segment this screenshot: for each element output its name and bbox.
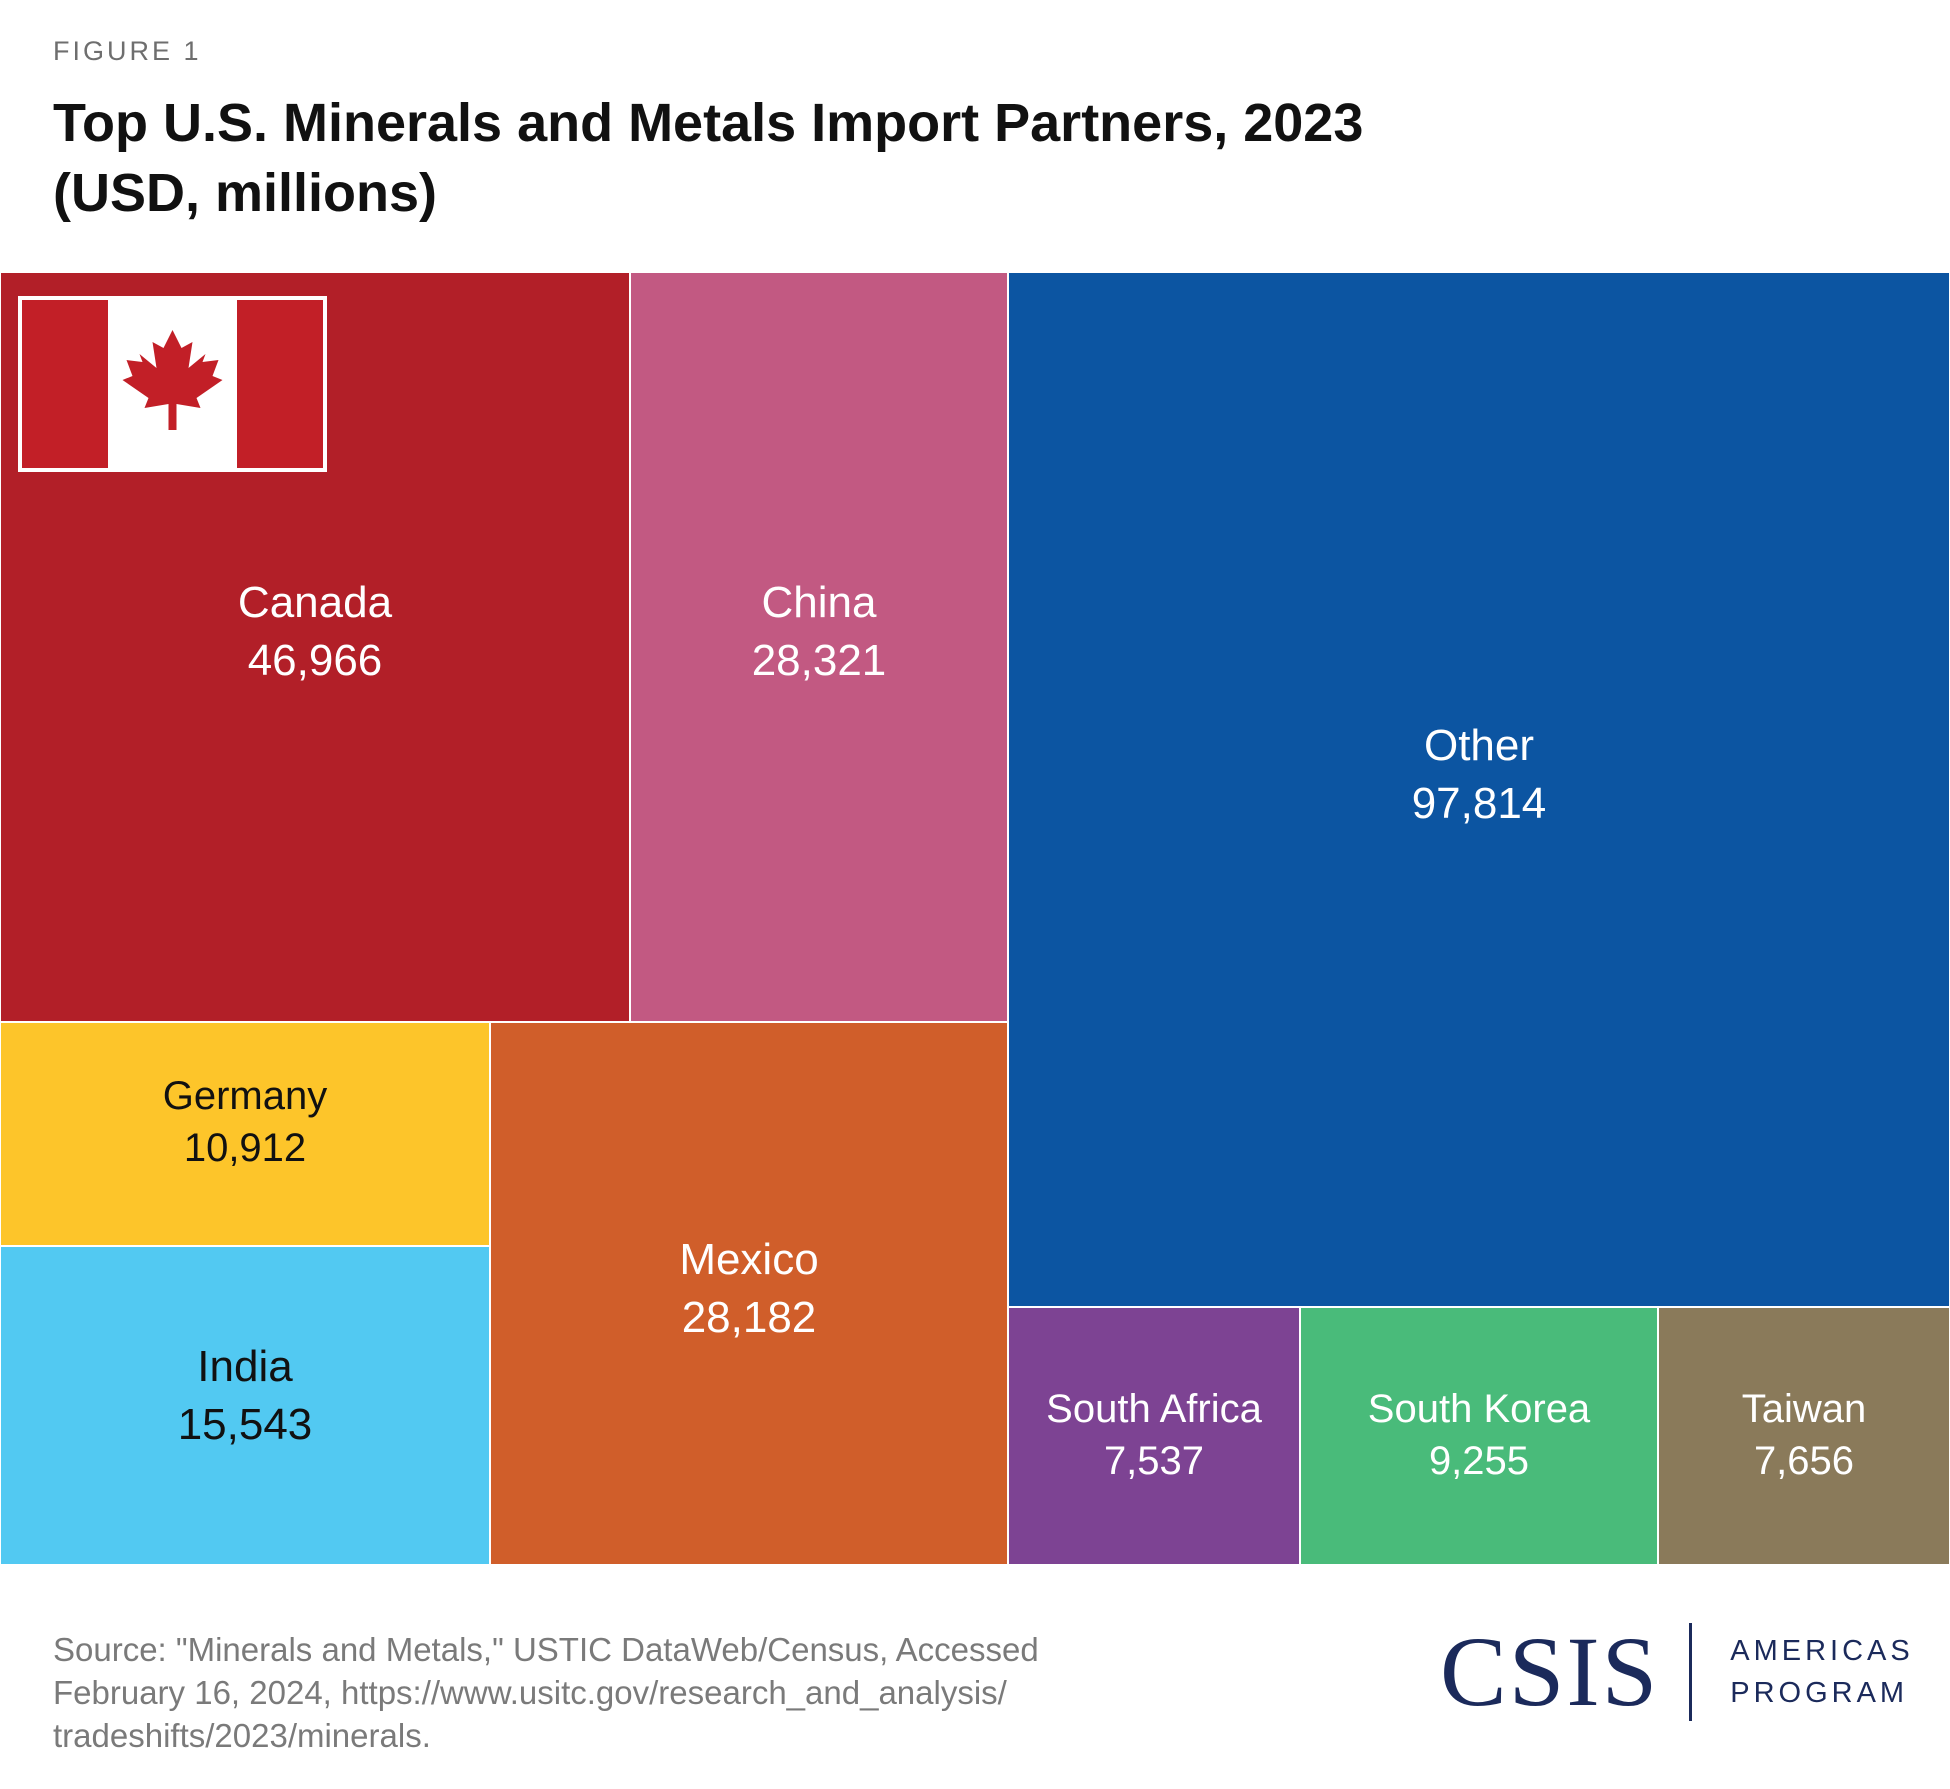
tile-name-other: Other xyxy=(1424,721,1534,770)
tile-value-germany: 10,912 xyxy=(184,1126,306,1170)
tile-rect-other xyxy=(1007,272,1950,1308)
tile-rect-china xyxy=(629,272,1009,1023)
tile-value-south-africa: 7,537 xyxy=(1104,1439,1204,1483)
tile-name-china: China xyxy=(762,578,877,627)
tile-value-india: 15,543 xyxy=(178,1400,313,1449)
logo-program-name: AMERICAS PROGRAM xyxy=(1730,1630,1913,1714)
tile-name-taiwan: Taiwan xyxy=(1742,1387,1867,1431)
tile-germany: Germany 10,912 xyxy=(0,1021,491,1247)
chart-title: Top U.S. Minerals and Metals Import Part… xyxy=(53,88,1363,228)
tile-name-south-africa: South Africa xyxy=(1046,1387,1262,1431)
tile-rect-taiwan xyxy=(1657,1306,1950,1565)
source-line-1: Source: "Minerals and Metals," USTIC Dat… xyxy=(53,1631,1039,1668)
tile-name-canada: Canada xyxy=(238,578,393,627)
tile-taiwan: Taiwan 7,656 xyxy=(1657,1306,1950,1565)
tile-mexico: Mexico 28,182 xyxy=(489,1021,1009,1565)
logo-program-line-1: AMERICAS xyxy=(1730,1635,1914,1667)
tile-name-germany: Germany xyxy=(163,1074,328,1118)
tile-south-africa: South Africa 7,537 xyxy=(1007,1306,1301,1565)
logo-program-line-2: PROGRAM xyxy=(1730,1677,1909,1709)
tile-name-india: India xyxy=(197,1342,293,1391)
tile-india: India 15,543 xyxy=(0,1245,491,1565)
tile-china: China 28,321 xyxy=(629,272,1009,1023)
csis-logo: CSIS AMERICAS PROGRAM xyxy=(1440,1620,1914,1724)
source-line-2: February 16, 2024, https://www.usitc.gov… xyxy=(53,1674,1007,1711)
tile-value-china: 28,321 xyxy=(752,636,887,685)
figure-label: FIGURE 1 xyxy=(53,36,202,66)
tile-value-south-korea: 9,255 xyxy=(1429,1439,1529,1483)
tile-rect-south-korea xyxy=(1299,1306,1659,1565)
logo-mark: CSIS xyxy=(1440,1616,1660,1727)
tile-value-other: 97,814 xyxy=(1412,779,1547,828)
tile-rect-germany xyxy=(0,1021,491,1247)
tile-value-mexico: 28,182 xyxy=(682,1293,817,1342)
title-line-1: Top U.S. Minerals and Metals Import Part… xyxy=(53,93,1364,153)
treemap-chart: Canada 46,966 China 28,321 Other 97,814 German… xyxy=(0,272,1950,1565)
tile-name-south-korea: South Korea xyxy=(1368,1387,1591,1431)
logo-divider xyxy=(1689,1623,1693,1721)
tile-south-korea: South Korea 9,255 xyxy=(1299,1306,1659,1565)
title-line-2: (USD, millions) xyxy=(53,163,438,223)
tile-name-mexico: Mexico xyxy=(679,1235,818,1284)
tile-rect-mexico xyxy=(489,1021,1009,1565)
source-note: Source: "Minerals and Metals," USTIC Dat… xyxy=(53,1628,1173,1757)
canada-flag-icon xyxy=(18,296,327,472)
tile-value-taiwan: 7,656 xyxy=(1754,1439,1854,1483)
source-line-3: tradeshifts/2023/minerals. xyxy=(53,1717,431,1754)
tile-other: Other 97,814 xyxy=(1007,272,1950,1308)
tile-value-canada: 46,966 xyxy=(248,636,383,685)
tile-rect-south-africa xyxy=(1007,1306,1301,1565)
